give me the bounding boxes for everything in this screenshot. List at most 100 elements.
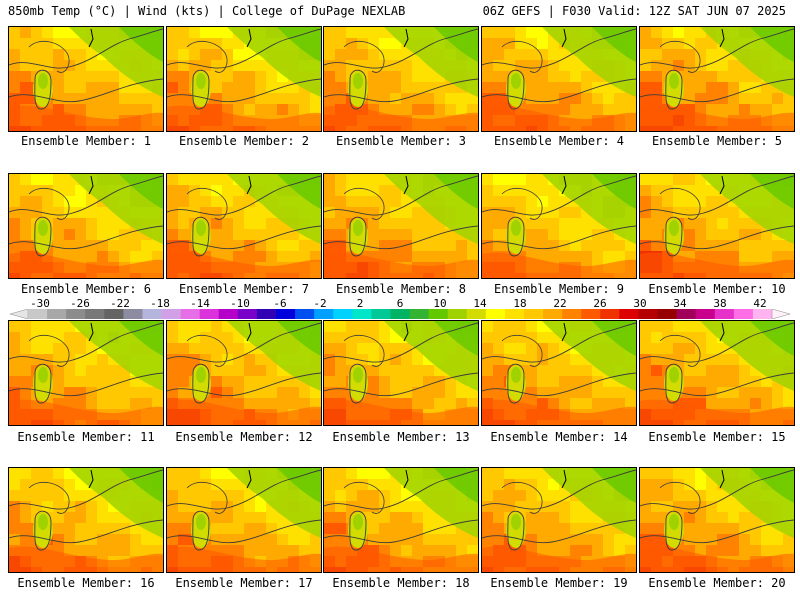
temperature-field [9, 321, 163, 425]
colorbar-tick-label: 6 [396, 297, 404, 310]
colorbar-swatch [600, 309, 620, 319]
colorbar-swatch [390, 309, 411, 319]
ensemble-member-map [166, 26, 322, 132]
colorbar-tick-label: 26 [593, 297, 607, 310]
colorbar-swatch [314, 309, 334, 319]
header-run-info: 06Z GEFS | F030 Valid: 12Z SAT JUN 07 20… [482, 4, 786, 18]
colorbar-swatch [714, 309, 735, 319]
colorbar-swatch [47, 309, 67, 319]
colorbar-swatch [352, 309, 372, 319]
temperature-field [640, 321, 794, 425]
colorbar-swatch [543, 309, 563, 319]
ensemble-member-map [8, 467, 164, 573]
colorbar-swatch [752, 309, 773, 319]
temperature-field [482, 321, 636, 425]
colorbar-low-arrow [10, 309, 29, 319]
ensemble-member-label: Ensemble Member: 15 [648, 430, 786, 444]
colorbar-swatch [485, 309, 506, 319]
header-title: 850mb Temp (°C) | Wind (kts) | College o… [8, 4, 406, 18]
ensemble-member-label: Ensemble Member: 3 [335, 134, 467, 148]
colorbar-swatch [371, 309, 391, 319]
ensemble-member-map [8, 173, 164, 279]
ensemble-member-label: Ensemble Member: 18 [332, 576, 470, 590]
colorbar-tick-label: -26 [70, 297, 90, 310]
colorbar-high-arrow [771, 309, 790, 319]
temperature-field [482, 174, 636, 278]
temperature-field [324, 27, 478, 131]
colorbar-tick-label: -22 [110, 297, 130, 310]
colorbar-swatch [218, 309, 239, 319]
ensemble-member-label: Ensemble Member: 5 [651, 134, 783, 148]
ensemble-member-map [481, 320, 637, 426]
colorbar-tick-label: -10 [230, 297, 250, 310]
colorbar-tick-label: 42 [753, 297, 767, 310]
ensemble-member-label: Ensemble Member: 4 [493, 134, 625, 148]
ensemble-member-label: Ensemble Member: 7 [178, 282, 310, 296]
ensemble-member-map [481, 173, 637, 279]
ensemble-member-label: Ensemble Member: 10 [648, 282, 786, 296]
ensemble-member-label: Ensemble Member: 16 [17, 576, 155, 590]
ensemble-member-label: Ensemble Member: 17 [175, 576, 313, 590]
colorbar-tick-label: -2 [313, 297, 327, 310]
temperature-field [167, 468, 321, 572]
colorbar-swatch [466, 309, 487, 319]
ensemble-member-map [481, 467, 637, 573]
temperature-field [324, 174, 478, 278]
colorbar-tick-label: 22 [553, 297, 567, 310]
colorbar-swatch [123, 309, 143, 319]
colorbar-tick-label: 34 [673, 297, 687, 310]
colorbar-swatch [695, 309, 716, 319]
colorbar-swatch [295, 309, 315, 319]
colorbar-tick-label: 38 [713, 297, 727, 310]
colorbar-tick-label: -6 [273, 297, 287, 310]
colorbar-swatch [104, 309, 124, 319]
ensemble-member-map [323, 320, 479, 426]
temperature-field [324, 468, 478, 572]
ensemble-member-map [639, 26, 795, 132]
colorbar-tick-label: -14 [190, 297, 210, 310]
ensemble-member-label: Ensemble Member: 12 [175, 430, 313, 444]
temperature-field [482, 468, 636, 572]
ensemble-member-label: Ensemble Member: 20 [648, 576, 786, 590]
colorbar-tick-label: 10 [433, 297, 447, 310]
colorbar-swatch [409, 309, 430, 319]
colorbar-swatches [10, 309, 790, 319]
colorbar-swatch [562, 309, 582, 319]
temperature-field [9, 468, 163, 572]
colorbar-swatch [199, 309, 220, 319]
colorbar-tick-label: -18 [150, 297, 170, 310]
temperature-field [482, 27, 636, 131]
temperature-colorbar: -30 -26 -22 -18 -14 -10 -6 -2 2 6 10 14 18 22 26 30 34 38… [10, 297, 790, 319]
colorbar-swatch [237, 309, 258, 319]
temperature-field [9, 174, 163, 278]
colorbar-swatch [28, 309, 48, 319]
colorbar-swatch [66, 309, 86, 319]
ensemble-member-label: Ensemble Member: 13 [332, 430, 470, 444]
ensemble-member-map [166, 467, 322, 573]
ensemble-member-map [8, 320, 164, 426]
colorbar-swatch [581, 309, 601, 319]
ensemble-member-map [481, 26, 637, 132]
colorbar-swatch [180, 309, 201, 319]
colorbar-tick-label: 2 [356, 297, 364, 310]
temperature-field [167, 174, 321, 278]
ensemble-member-label: Ensemble Member: 19 [490, 576, 628, 590]
colorbar-swatch [85, 309, 105, 319]
colorbar-swatch [428, 309, 449, 319]
colorbar-swatch [161, 309, 182, 319]
colorbar-swatch [142, 309, 163, 319]
temperature-field [9, 27, 163, 131]
ensemble-member-label: Ensemble Member: 1 [20, 134, 152, 148]
colorbar-tick-label: 14 [473, 297, 487, 310]
ensemble-member-map [323, 467, 479, 573]
colorbar-swatch [638, 309, 659, 319]
ensemble-member-map [323, 26, 479, 132]
colorbar-swatch [447, 309, 468, 319]
colorbar-swatch [733, 309, 754, 319]
ensemble-member-map [639, 173, 795, 279]
colorbar-swatch [276, 309, 296, 319]
colorbar-swatch [657, 309, 678, 319]
ensemble-member-label: Ensemble Member: 9 [493, 282, 625, 296]
ensemble-member-label: Ensemble Member: 14 [490, 430, 628, 444]
temperature-field [167, 27, 321, 131]
